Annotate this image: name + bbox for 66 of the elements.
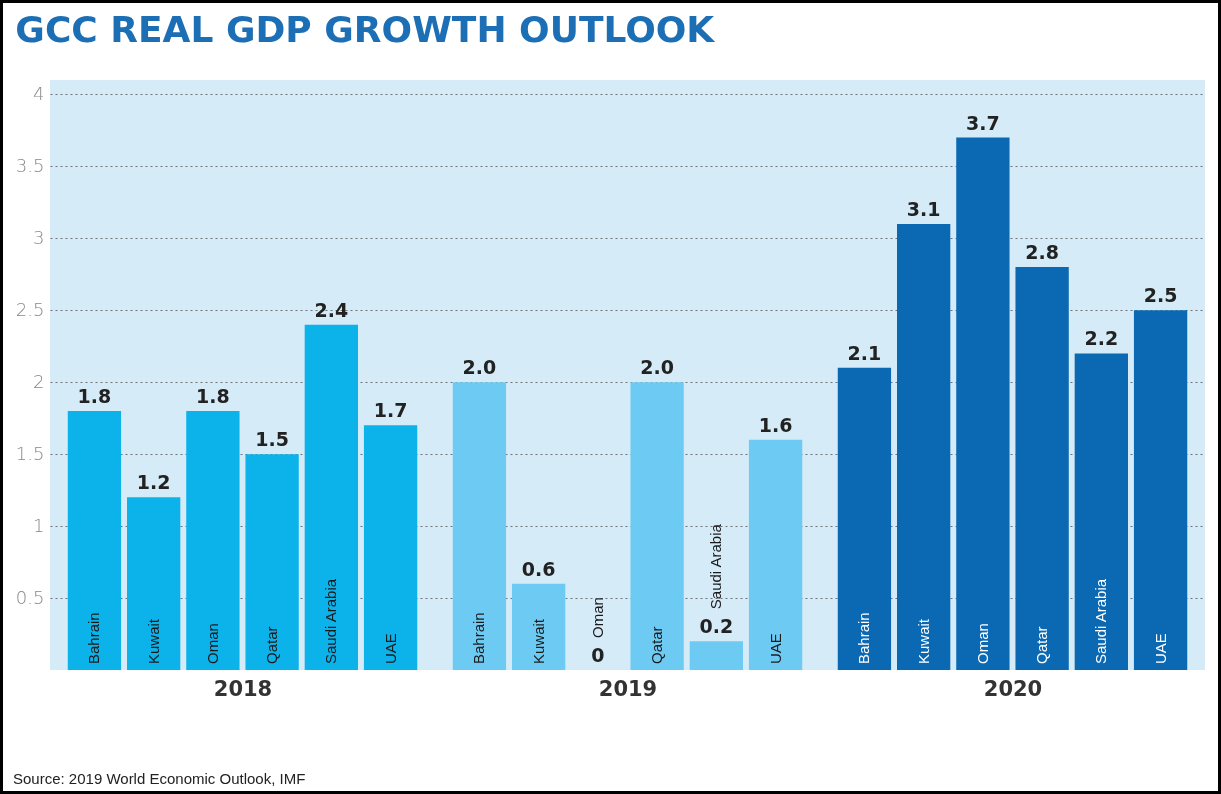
bar <box>186 410 240 670</box>
data-label: 1.6 <box>758 413 793 436</box>
x-axis-title: 2018 <box>213 676 273 701</box>
bar <box>837 367 892 670</box>
bar <box>748 439 803 670</box>
data-label: 1.5 <box>255 428 289 451</box>
y-tick-label: 2 <box>33 370 45 392</box>
data-label: 1.2 <box>136 471 171 494</box>
x-tick-label: Bahrain <box>855 612 873 664</box>
x-tick-label: Saudi Arabia <box>322 578 340 664</box>
data-label: 3.1 <box>906 197 941 220</box>
data-label: 0 <box>591 644 605 666</box>
x-tick-label: Bahrain <box>470 612 488 664</box>
data-label: 2.4 <box>314 298 349 321</box>
x-tick-label: Bahrain <box>85 612 103 664</box>
x-tick-label: Kuwait <box>529 618 547 664</box>
x-tick-label: Qatar <box>648 626 666 664</box>
bar <box>1015 267 1069 670</box>
x-tick-label: Kuwait <box>914 618 932 664</box>
data-label: 1.7 <box>373 399 408 422</box>
bar <box>363 425 418 670</box>
bar <box>304 324 358 670</box>
bar <box>1133 310 1188 670</box>
x-tick-label: Oman <box>203 623 221 664</box>
y-tick-label: 1.5 <box>15 442 45 464</box>
x-tick-label: UAE <box>1151 633 1169 664</box>
x-tick-label: Oman <box>588 597 606 638</box>
x-tick-label: Saudi Arabia <box>1092 578 1110 664</box>
y-tick-label: 4 <box>33 82 45 104</box>
y-tick-label: 2.5 <box>15 298 45 320</box>
bar <box>452 382 507 670</box>
x-axis-title: 2020 <box>983 676 1043 701</box>
data-label: 2.1 <box>847 341 882 364</box>
x-axis-title: 2019 <box>598 676 658 701</box>
data-label: 2.0 <box>640 356 674 379</box>
data-label: 1.8 <box>196 384 230 407</box>
x-tick-label: Qatar <box>263 626 281 664</box>
bar <box>956 137 1010 670</box>
data-label: 0.2 <box>699 615 734 638</box>
x-tick-label: Kuwait <box>144 618 162 664</box>
x-tick-label: Qatar <box>1033 626 1051 664</box>
bar <box>245 454 299 670</box>
data-label: 0.6 <box>521 557 556 580</box>
y-tick-label: 3.5 <box>15 154 45 176</box>
x-tick-label: Saudi Arabia <box>707 523 725 610</box>
x-tick-label: UAE <box>766 633 784 664</box>
data-label: 2.5 <box>1143 284 1178 307</box>
bar <box>67 410 122 670</box>
x-tick-label: UAE <box>381 633 399 664</box>
source-note: Source: 2019 World Economic Outlook, IMF <box>13 770 306 787</box>
bar <box>1074 353 1128 670</box>
bar <box>630 382 684 670</box>
y-tick-label: 3 <box>33 226 45 248</box>
y-tick-label: 0.5 <box>15 586 45 608</box>
y-tick-label: 1 <box>33 514 45 536</box>
bar <box>512 583 566 670</box>
bar <box>897 223 951 670</box>
bar <box>127 497 181 670</box>
data-label: 3.7 <box>966 111 1000 134</box>
data-label: 2.8 <box>1025 241 1059 264</box>
x-tick-label: Oman <box>973 623 991 664</box>
data-label: 2.2 <box>1084 327 1119 350</box>
chart-title: GCC REAL GDP GROWTH OUTLOOK <box>15 9 716 50</box>
data-label: 1.8 <box>77 384 112 407</box>
data-label: 2.0 <box>462 356 497 379</box>
bar <box>689 641 743 670</box>
